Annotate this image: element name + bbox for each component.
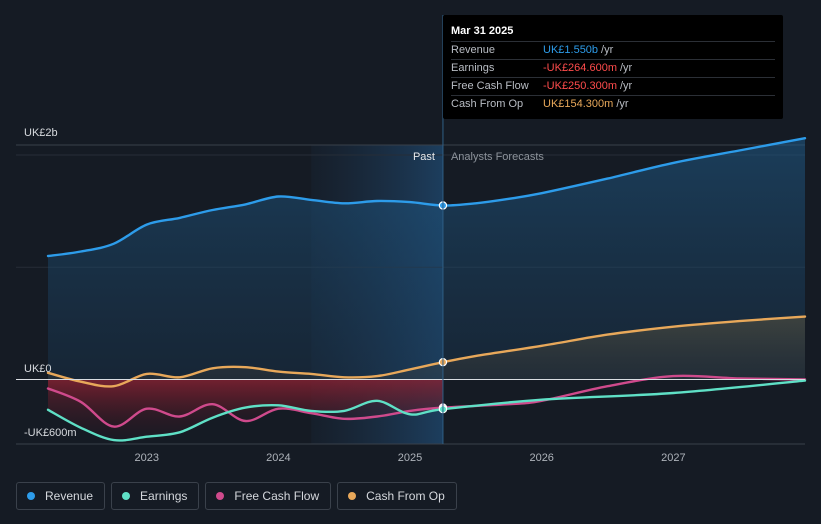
tooltip-value: -UK£250.300m: [543, 80, 617, 92]
legend-dot-icon: [27, 492, 35, 500]
tooltip-unit: /yr: [620, 80, 633, 92]
legend-label: Free Cash Flow: [234, 489, 320, 503]
tooltip-unit: /yr: [620, 62, 633, 74]
x-tick-label: 2026: [529, 452, 553, 464]
tooltip-label: Free Cash Flow: [451, 80, 529, 92]
tooltip-unit: /yr: [601, 44, 614, 56]
tooltip-label: Cash From Op: [451, 98, 524, 110]
legend-label: Cash From Op: [366, 489, 445, 503]
legend-dot-icon: [348, 492, 357, 500]
tooltip-row-free-cash-flow: Free Cash Flow -UK£250.300m /yr: [451, 77, 775, 95]
x-tick-label: 2024: [266, 452, 290, 464]
y-label-bottom: -UK£600m: [24, 427, 77, 439]
tooltip-row-revenue: Revenue UK£1.550b /yr: [451, 41, 775, 59]
fcf-area: [48, 379, 443, 427]
tooltip-label: Revenue: [451, 44, 496, 56]
legend-dot-icon: [122, 492, 131, 500]
x-tick-label: 2025: [398, 452, 422, 464]
tooltip-value: UK£154.300m: [543, 98, 614, 110]
tooltip-row-cash-from-op: Cash From Op UK£154.300m /yr: [451, 95, 775, 113]
legend-dot-icon: [216, 492, 225, 500]
tooltip-row-earnings: Earnings -UK£264.600m /yr: [451, 59, 775, 77]
negative-area-group: [48, 379, 443, 441]
y-label-top: UK£2b: [24, 127, 58, 139]
y-label-zero: UK£0: [24, 363, 52, 375]
x-tick-label: 2027: [661, 452, 685, 464]
revenue-area: [48, 138, 805, 380]
tooltip-date: Mar 31 2025: [451, 25, 514, 37]
revenue-line: [46, 137, 807, 258]
cfo-line: [46, 315, 807, 388]
legend-item-free-cash-flow[interactable]: Free Cash Flow: [205, 482, 332, 510]
tooltip-value: -UK£264.600m: [543, 62, 617, 74]
legend-label: Revenue: [45, 489, 94, 503]
legend: Revenue Earnings Free Cash Flow Cash Fro…: [16, 482, 457, 510]
legend-item-revenue[interactable]: Revenue: [16, 482, 106, 510]
tooltip: Mar 31 2025 Revenue UK£1.550b /yr Earnin…: [443, 15, 783, 119]
forecast-label: Analysts Forecasts: [451, 151, 544, 163]
tooltip-value: UK£1.550b: [543, 44, 599, 56]
tooltip-unit: /yr: [616, 98, 629, 110]
x-tick-label: 2023: [134, 452, 158, 464]
past-label: Past: [413, 151, 435, 163]
legend-item-earnings[interactable]: Earnings: [111, 482, 200, 510]
legend-label: Earnings: [140, 489, 188, 503]
legend-item-cash-from-op[interactable]: Cash From Op: [337, 482, 457, 510]
earnings-line: [46, 379, 807, 442]
fcf-line: [46, 374, 807, 428]
tooltip-label: Earnings: [451, 62, 495, 74]
